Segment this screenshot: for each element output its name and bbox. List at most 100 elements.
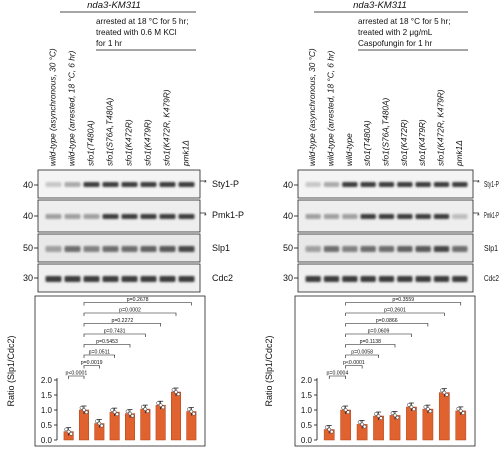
blot-band	[342, 214, 358, 219]
blot-band	[342, 182, 358, 187]
data-point	[174, 390, 178, 394]
blot-band	[360, 246, 376, 252]
p-value-label: p=0.1138	[360, 339, 382, 345]
blot-band	[121, 246, 138, 252]
blot-band	[178, 182, 195, 187]
blot-band	[433, 276, 450, 282]
comparison-bracket	[83, 312, 177, 316]
y-tick-label: 0.5	[41, 421, 53, 430]
comparison-bracket	[345, 312, 445, 316]
bar	[340, 409, 352, 441]
data-point	[324, 425, 329, 430]
blot-band	[323, 276, 340, 282]
blot-band	[305, 276, 321, 282]
data-point	[145, 409, 150, 414]
y-axis-label-right: Ratio (Slp1/Cdc2)	[264, 335, 274, 406]
p-value-label: p=0.2678	[127, 297, 149, 303]
blot-band	[178, 276, 195, 282]
y-tick-label: 1.5	[41, 391, 53, 400]
data-point	[84, 410, 89, 415]
data-point	[161, 405, 166, 410]
blot-band	[159, 246, 176, 252]
blot-band	[102, 214, 119, 219]
comparison-bracket	[83, 323, 161, 327]
p-value-label: p=0.0866	[376, 318, 398, 324]
data-point	[176, 392, 181, 397]
blot-band	[83, 182, 100, 187]
blot-band	[45, 182, 62, 187]
asterisk-sty1p-right: *	[477, 180, 480, 187]
chart-frame-right	[294, 295, 476, 447]
p-value-label: p=0.2601	[384, 308, 406, 314]
blot-label-slp1-left: Slp1	[212, 243, 230, 253]
blot-band	[140, 246, 157, 252]
bar	[155, 404, 166, 441]
data-point	[156, 401, 161, 405]
y-tick-label: 2.0	[301, 376, 313, 385]
blot-band	[140, 276, 157, 282]
blot-band	[305, 182, 321, 187]
p-value-label: p=0.0004	[327, 371, 349, 377]
data-point	[426, 407, 430, 411]
strain-title-right: nda3-KM311	[353, 0, 407, 11]
bar-chart-right: Ratio (Slp1/Cdc2) 0.0 0.5 1.0 1.5 2.0 p=0.000…	[264, 295, 476, 447]
lane-labels-left: wild-type (asynchronous, 30 °C) wild-type…	[48, 48, 191, 167]
blot-band	[140, 214, 157, 219]
data-point	[79, 405, 84, 410]
p-value-label: p=0.5453	[96, 339, 118, 345]
bar	[455, 410, 467, 441]
lane-label: sfo1(K472R, K479R)	[162, 89, 172, 166]
condition-line-1-right: arrested at 18 °C for 5 hr;	[358, 17, 450, 26]
condition-line-2-left: treated with 0.6 M KCl	[96, 28, 177, 37]
data-point	[341, 405, 346, 410]
data-point	[379, 416, 383, 421]
lane-label: sfo1(S76A,T480A)	[105, 98, 115, 166]
blot-label-cdc2-right: Cdc2	[484, 273, 499, 283]
western-blots-right: 40 40 50 30 * * Sty1-P Pmk1-P Slp1 Cdc2	[283, 169, 499, 293]
data-point	[393, 413, 397, 418]
data-point	[329, 429, 334, 434]
p-value-label: p=0.3559	[392, 297, 414, 303]
comparison-bracket	[345, 344, 396, 348]
asterisk-pmk1p-right: *	[477, 213, 480, 220]
blot-band	[121, 276, 138, 282]
blot-band	[64, 246, 81, 252]
blot-band	[83, 276, 100, 282]
comparison-bracket	[83, 333, 146, 337]
marker-sty1p-right: 40	[283, 180, 293, 190]
blot-band	[415, 246, 431, 252]
data-point	[128, 411, 132, 416]
data-point	[66, 429, 71, 434]
blot-band	[452, 214, 468, 219]
p-value-label: p=0.0609	[368, 329, 390, 335]
comparison-bracket	[83, 354, 115, 358]
p-value-label: p<0.0001	[65, 371, 87, 377]
data-point	[444, 392, 449, 397]
blot-band	[452, 276, 468, 282]
data-point	[409, 405, 414, 409]
blot-band	[378, 246, 395, 252]
lane-label: sfo1(K472R, K479R)	[436, 89, 446, 166]
blot-band	[83, 246, 100, 252]
blot-band	[433, 246, 450, 252]
blot-band	[64, 276, 81, 282]
data-point	[130, 413, 135, 418]
comparison-bracket	[328, 375, 346, 379]
p-value-label: p<0.0001	[343, 360, 365, 366]
data-point	[458, 409, 463, 413]
marker-slp1-right: 50	[283, 243, 293, 253]
blot-band	[45, 214, 62, 219]
blot-band	[121, 214, 138, 219]
blot-band	[415, 182, 431, 187]
condition-line-3-left: for 1 hr	[96, 39, 122, 48]
data-point	[82, 408, 86, 412]
p-value-label: p=0.0058	[351, 350, 373, 356]
lane-label: wild-type (arrested, 18 °C, 6 hr)	[326, 50, 336, 166]
lane-label: pmk1Δ	[454, 140, 464, 167]
lane-label: sfo1(T480A)	[362, 120, 372, 166]
lane-label: wild-type (asynchronous, 30 °C)	[307, 48, 317, 166]
blot-band	[415, 276, 431, 282]
lane-label: wild-type (arrested, 18 °C, 6 hr)	[67, 50, 77, 166]
data-point	[360, 422, 364, 427]
